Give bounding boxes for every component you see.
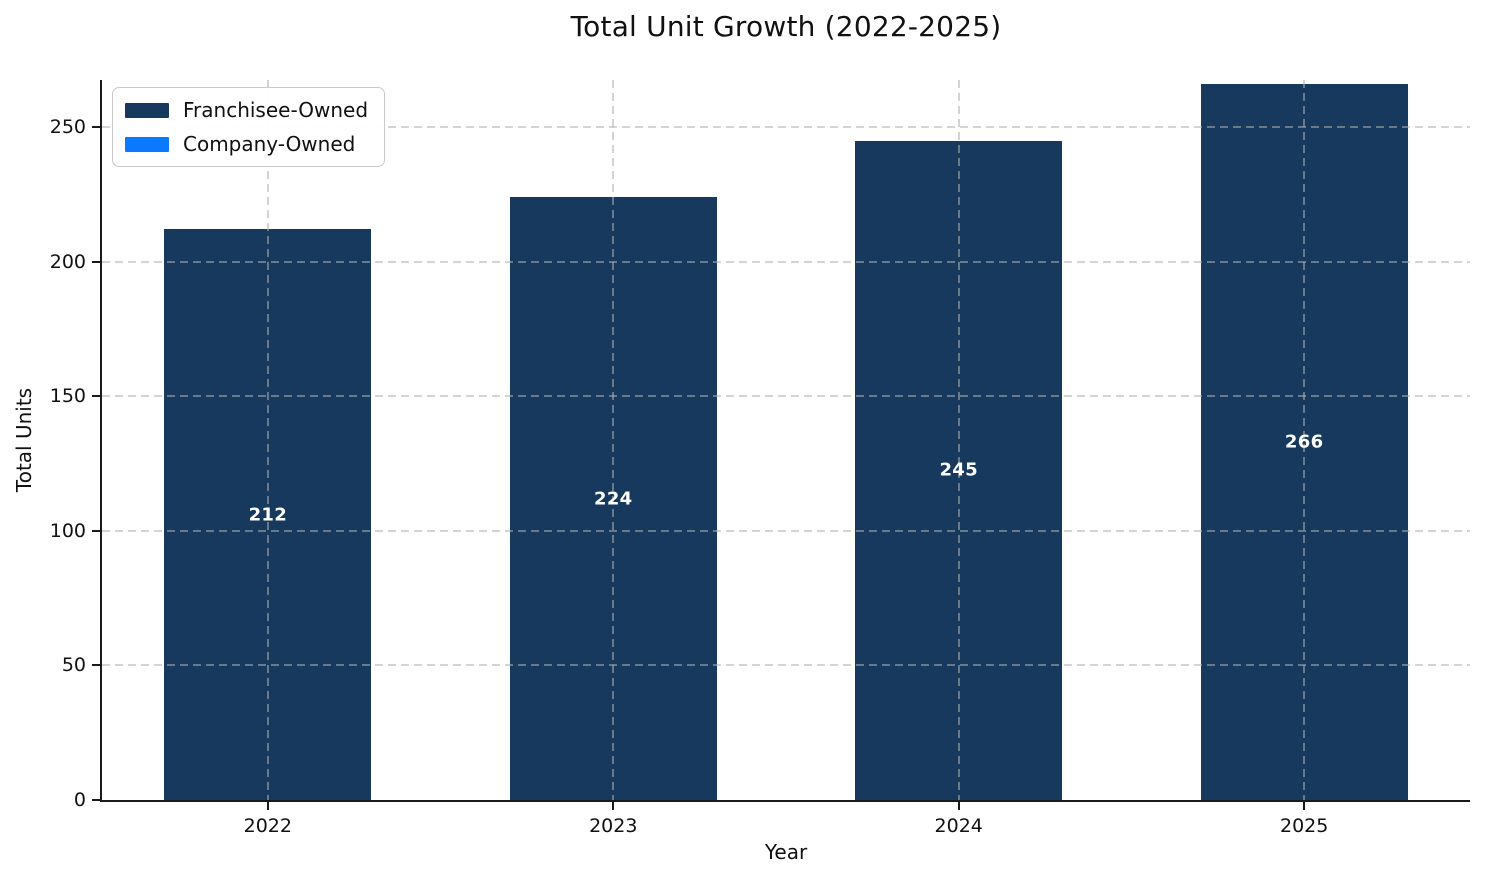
x-tick-2022 — [266, 802, 269, 810]
company-swatch-icon — [125, 136, 169, 152]
y-tick-250 — [92, 126, 100, 129]
gridline-h-250 — [102, 126, 1470, 129]
legend-label-franchisee: Franchisee-Owned — [183, 98, 369, 122]
y-axis-spine — [100, 80, 102, 802]
bar-value-label-2022: 212 — [248, 504, 288, 526]
x-tick-2023 — [612, 802, 615, 810]
x-tick-label-2023: 2023 — [589, 815, 638, 837]
legend-item-franchisee: Franchisee-Owned — [125, 97, 368, 123]
y-tick-label-50: 50 — [61, 654, 86, 677]
gridline-h-150 — [102, 395, 1470, 398]
legend-label-company: Company-Owned — [183, 132, 356, 156]
gridline-v-2025 — [1303, 80, 1306, 800]
x-axis-label: Year — [764, 840, 808, 864]
y-tick-label-100: 100 — [49, 519, 86, 542]
bar-value-label-2025: 266 — [1284, 431, 1324, 453]
y-tick-label-200: 200 — [49, 250, 86, 273]
gridline-h-200 — [102, 260, 1470, 263]
y-tick-50 — [92, 664, 100, 667]
gridline-v-2024 — [957, 80, 960, 800]
x-tick-2025 — [1303, 802, 1306, 810]
gridline-h-100 — [102, 529, 1470, 532]
y-axis-label: Total Units — [12, 387, 36, 493]
bar-value-label-2023: 224 — [594, 488, 633, 510]
y-tick-100 — [92, 529, 100, 532]
y-tick-label-0: 0 — [73, 789, 86, 811]
x-tick-label-2024: 2024 — [934, 815, 983, 837]
y-tick-label-150: 150 — [49, 385, 86, 408]
y-tick-200 — [92, 260, 100, 263]
franchisee-swatch-icon — [125, 102, 169, 118]
gridline-v-2023 — [612, 80, 615, 800]
y-tick-150 — [92, 395, 100, 398]
bar-value-label-2024: 245 — [939, 459, 978, 481]
x-axis-spine — [100, 800, 1470, 802]
y-tick-label-250: 250 — [49, 116, 86, 139]
legend: Franchisee-Owned Company-Owned — [112, 87, 386, 167]
x-tick-label-2025: 2025 — [1279, 815, 1329, 837]
legend-item-company: Company-Owned — [125, 131, 368, 157]
x-tick-label-2022: 2022 — [243, 815, 292, 837]
gridline-v-2022 — [266, 80, 269, 800]
gridline-h-50 — [102, 664, 1470, 667]
x-tick-2024 — [957, 802, 960, 810]
chart-title: Total Unit Growth (2022-2025) — [570, 10, 1002, 43]
y-tick-0 — [92, 799, 100, 801]
